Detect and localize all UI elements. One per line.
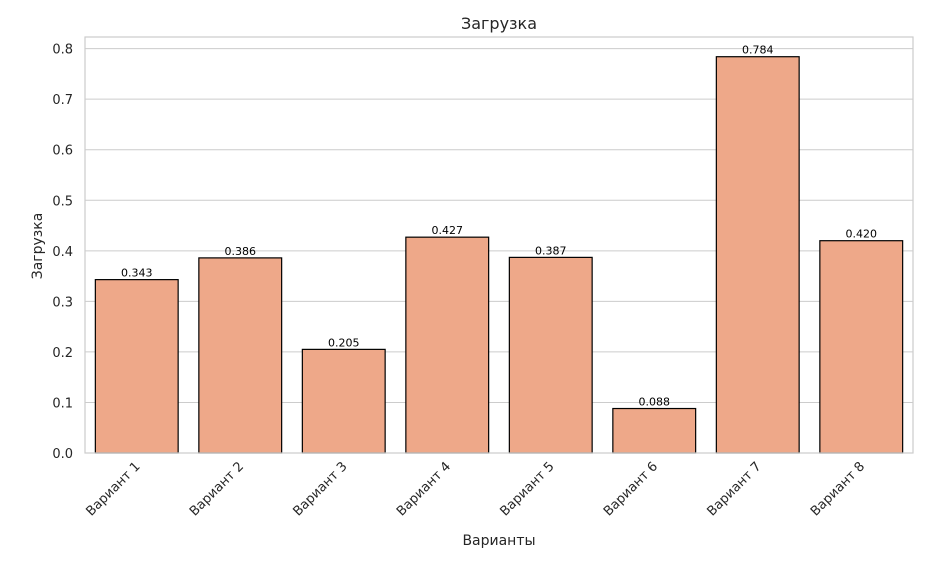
x-axis-label: Варианты [462,533,535,549]
x-tick-label: Вариант 5 [497,459,557,519]
axes-frame-box [84,36,914,454]
data-label: 0.427 [432,224,464,237]
bar [715,56,800,454]
x-tick-label: Вариант 4 [394,459,454,519]
data-labels: 0.343 0.386 0.205 0.427 0.387 0.088 0.784 0.420 [121,44,877,409]
y-tick-label: 0.7 [52,93,73,108]
y-tick-label: 0.8 [52,43,73,58]
bar [612,407,697,454]
data-label: 0.205 [328,336,360,349]
chart-title: Загрузка [461,14,537,33]
y-tick-label: 0.0 [52,447,73,462]
y-axis-label: Загрузка [30,213,46,280]
bar [301,348,386,454]
data-label: 0.420 [846,228,878,241]
x-tick-label: Вариант 8 [808,459,868,519]
y-tick-label: 0.5 [52,194,73,209]
x-tick-label: Вариант 6 [601,459,661,519]
bar [819,240,904,454]
bar [198,257,283,454]
bar [94,279,179,454]
y-tick-label: 0.4 [52,245,73,260]
data-label: 0.784 [742,44,774,57]
x-tick-label: Вариант 2 [187,459,247,519]
x-tick-labels: Вариант 1 Вариант 2 Вариант 3 Вариант 4 Вари… [83,459,868,519]
x-tick-label: Вариант 3 [290,459,350,519]
data-label: 0.343 [121,267,153,280]
y-tick-label: 0.1 [52,396,73,411]
y-tick-labels: 0.0 0.1 0.2 0.3 0.4 0.5 0.6 0.7 0.8 [52,43,73,462]
y-tick-label: 0.3 [52,295,73,310]
data-label: 0.088 [639,396,671,409]
data-label: 0.387 [535,244,567,257]
x-tick-label: Вариант 7 [704,459,764,519]
bar [405,236,490,454]
bars [94,56,904,454]
bar [508,256,593,454]
x-tick-label: Вариант 1 [83,459,143,519]
data-label: 0.386 [225,245,257,258]
y-tick-label: 0.2 [52,346,73,361]
y-tick-label: 0.6 [52,144,73,159]
axes-frame [84,36,914,454]
